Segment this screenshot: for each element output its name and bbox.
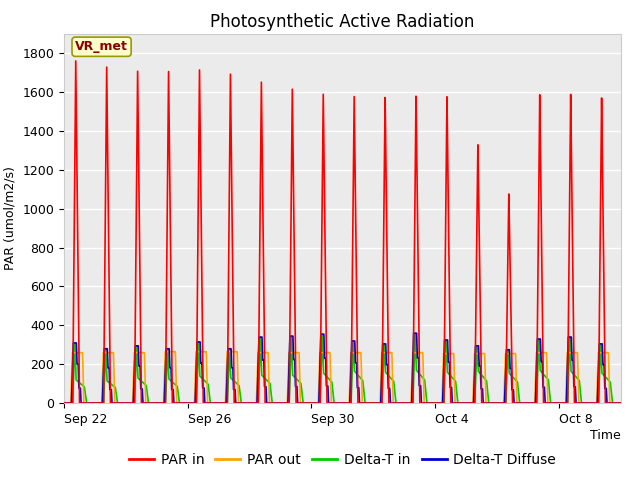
Text: VR_met: VR_met bbox=[75, 40, 128, 53]
Title: Photosynthetic Active Radiation: Photosynthetic Active Radiation bbox=[210, 12, 475, 31]
Y-axis label: PAR (umol/m2/s): PAR (umol/m2/s) bbox=[4, 167, 17, 270]
Legend: PAR in, PAR out, Delta-T in, Delta-T Diffuse: PAR in, PAR out, Delta-T in, Delta-T Dif… bbox=[123, 447, 562, 472]
Text: Time: Time bbox=[590, 429, 621, 442]
